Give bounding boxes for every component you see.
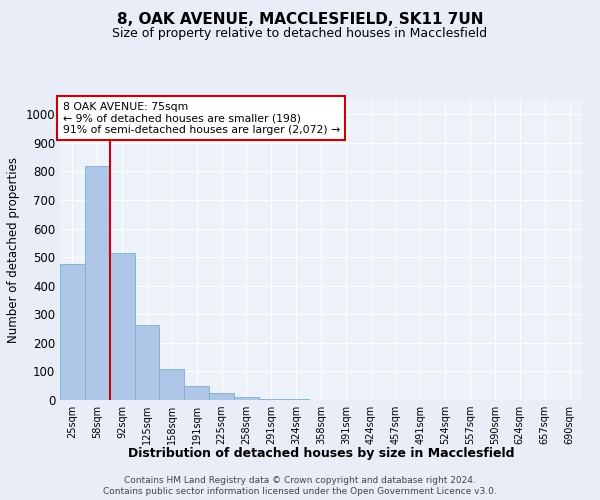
Bar [184, 386, 209, 400]
Bar [110, 253, 134, 400]
Bar [160, 368, 184, 400]
Text: 8, OAK AVENUE, MACCLESFIELD, SK11 7UN: 8, OAK AVENUE, MACCLESFIELD, SK11 7UN [117, 12, 483, 28]
Text: Contains HM Land Registry data © Crown copyright and database right 2024.: Contains HM Land Registry data © Crown c… [124, 476, 476, 485]
Text: Size of property relative to detached houses in Macclesfield: Size of property relative to detached ho… [112, 28, 488, 40]
Text: Distribution of detached houses by size in Macclesfield: Distribution of detached houses by size … [128, 448, 514, 460]
Bar [85, 166, 110, 400]
Bar [234, 397, 259, 400]
Y-axis label: Number of detached properties: Number of detached properties [7, 157, 20, 343]
Bar [259, 398, 284, 400]
Text: 8 OAK AVENUE: 75sqm
← 9% of detached houses are smaller (198)
91% of semi-detach: 8 OAK AVENUE: 75sqm ← 9% of detached hou… [62, 102, 340, 134]
Bar [60, 264, 85, 400]
Bar [134, 325, 160, 400]
Text: Contains public sector information licensed under the Open Government Licence v3: Contains public sector information licen… [103, 488, 497, 496]
Bar [209, 393, 234, 400]
